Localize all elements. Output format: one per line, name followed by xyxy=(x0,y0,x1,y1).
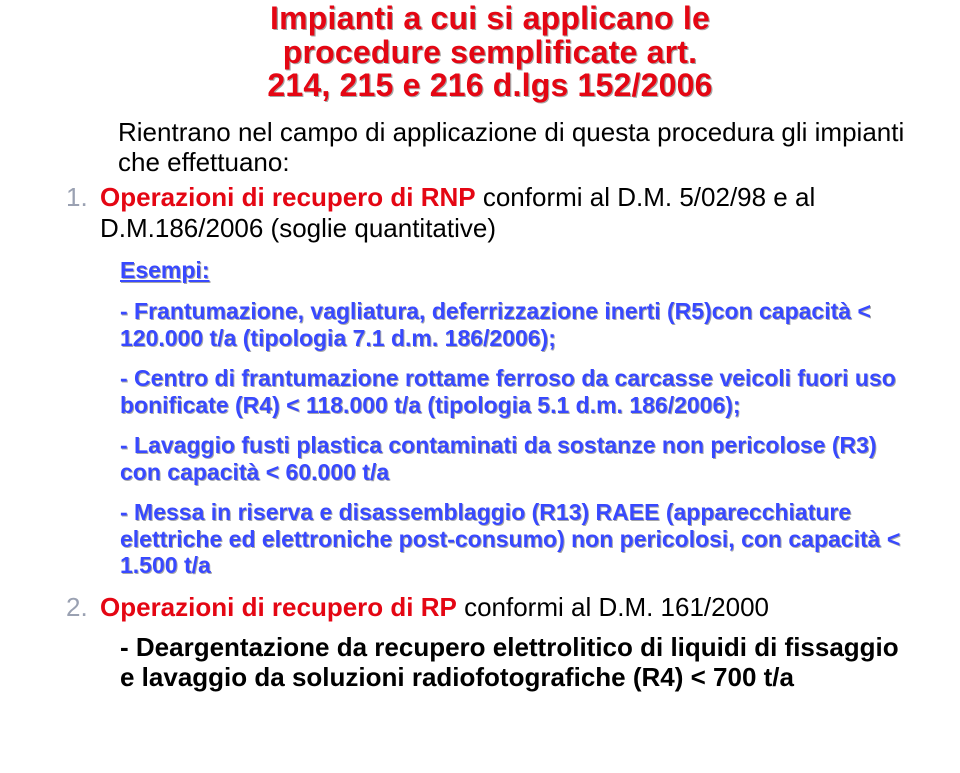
examples-heading: Esempi: xyxy=(58,257,922,284)
title-line-3: 214, 215 e 216 d.lgs 152/2006 xyxy=(58,69,922,103)
footer-example: - Deargentazione da recupero elettroliti… xyxy=(58,633,922,693)
example-4: - Messa in riserva e disassemblaggio (R1… xyxy=(58,499,922,578)
list-item-2: 2. Operazioni di recupero di RP conformi… xyxy=(58,592,922,623)
bullet-number-1: 1. xyxy=(58,182,100,213)
intro-text: Rientrano nel campo di applicazione di q… xyxy=(58,117,922,178)
example-3: - Lavaggio fusti plastica contaminati da… xyxy=(58,432,922,485)
title-line-1: Impianti a cui si applicano le xyxy=(58,2,922,36)
slide-container: Impianti a cui si applicano le procedure… xyxy=(0,0,960,773)
example-1: - Frantumazione, vagliatura, deferrizzaz… xyxy=(58,298,922,351)
item2-tail: conformi al D.M. 161/2000 xyxy=(457,592,769,622)
bullet-body-2: Operazioni di recupero di RP conformi al… xyxy=(100,592,922,623)
item2-highlight: Operazioni di recupero di RP xyxy=(100,592,457,622)
title-line-2: procedure semplificate art. xyxy=(58,36,922,70)
bullet-body-1: Operazioni di recupero di RNP conformi a… xyxy=(100,182,922,243)
list-item-1: 1. Operazioni di recupero di RNP conform… xyxy=(58,182,922,243)
slide-title: Impianti a cui si applicano le procedure… xyxy=(58,0,922,103)
bullet-number-2: 2. xyxy=(58,592,100,623)
example-2: - Centro di frantumazione rottame ferros… xyxy=(58,365,922,418)
item1-highlight: Operazioni di recupero di RNP xyxy=(100,182,476,212)
